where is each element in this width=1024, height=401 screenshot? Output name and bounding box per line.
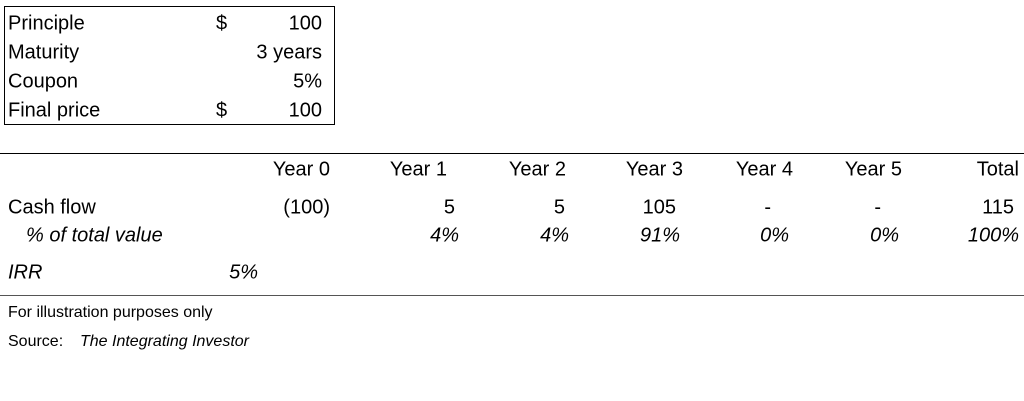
cell-value: 4%	[540, 224, 569, 246]
input-currency: $	[216, 12, 227, 34]
input-label: Coupon	[8, 70, 78, 92]
cell-value: 5	[444, 196, 455, 218]
irr-label: IRR	[8, 261, 42, 283]
input-value: 5%	[293, 70, 322, 92]
column-header: Year 4	[736, 158, 793, 180]
input-value: 100	[289, 99, 322, 121]
input-value: 100	[289, 12, 322, 34]
column-header: Year 3	[626, 158, 683, 180]
note: For illustration purposes only	[8, 304, 213, 321]
inputs-box	[4, 6, 335, 125]
column-header: Year 5	[845, 158, 902, 180]
cell-value: 100%	[968, 224, 1019, 246]
input-currency: $	[216, 99, 227, 121]
column-header: Year 0	[273, 158, 330, 180]
cell-value: 0%	[760, 224, 789, 246]
cell-value: 91%	[640, 224, 680, 246]
row-label: % of total value	[26, 224, 163, 246]
cell-value: -	[764, 196, 771, 218]
cell-value: 4%	[430, 224, 459, 246]
column-header: Total	[977, 158, 1019, 180]
cell-value: 105	[643, 196, 676, 218]
column-header: Year 2	[509, 158, 566, 180]
irr-value: 5%	[229, 261, 258, 283]
input-value: 3 years	[256, 41, 322, 63]
cell-value: 115	[982, 196, 1014, 218]
cell-value: (100)	[283, 196, 330, 218]
source-label: Source:	[8, 333, 63, 350]
source: The Integrating Investor	[80, 333, 250, 350]
cell-value: 5	[554, 196, 565, 218]
cell-value: 0%	[870, 224, 899, 246]
input-label: Principle	[8, 12, 85, 34]
input-label: Final price	[8, 99, 100, 121]
column-header: Year 1	[390, 158, 447, 180]
cell-value: -	[874, 196, 881, 218]
input-label: Maturity	[8, 41, 79, 63]
row-label: Cash flow	[8, 196, 96, 218]
